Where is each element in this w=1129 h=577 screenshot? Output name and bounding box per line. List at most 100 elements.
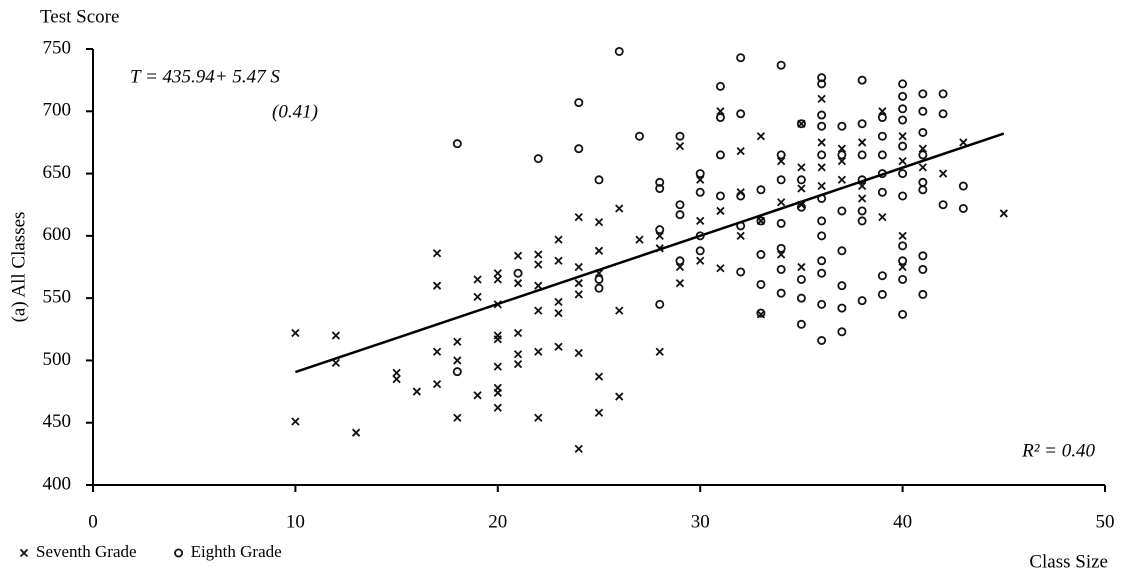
legend-marker bbox=[174, 548, 184, 558]
x-tick-label: 50 bbox=[1096, 511, 1115, 532]
data-point bbox=[291, 328, 300, 338]
data-point bbox=[837, 150, 847, 160]
data-point bbox=[797, 262, 806, 272]
data-point bbox=[513, 251, 523, 260]
data-point bbox=[675, 256, 685, 266]
data-point bbox=[432, 249, 442, 258]
data-point bbox=[634, 131, 644, 141]
data-point bbox=[574, 213, 583, 222]
data-point bbox=[392, 368, 401, 378]
data-point bbox=[736, 147, 745, 156]
data-point bbox=[756, 250, 766, 260]
data-point bbox=[878, 213, 887, 222]
data-point bbox=[554, 342, 563, 351]
data-point bbox=[432, 347, 442, 356]
data-point bbox=[533, 154, 543, 164]
data-point bbox=[675, 131, 685, 141]
data-point bbox=[796, 202, 806, 212]
data-point bbox=[817, 79, 827, 89]
data-point bbox=[452, 367, 462, 377]
data-point bbox=[715, 191, 725, 201]
data-point bbox=[655, 177, 665, 187]
data-point bbox=[655, 225, 665, 235]
data-point bbox=[817, 181, 826, 191]
data-point bbox=[898, 231, 907, 240]
data-point bbox=[817, 138, 826, 147]
data-point bbox=[756, 216, 766, 226]
data-point bbox=[594, 218, 604, 227]
data-point bbox=[655, 184, 665, 194]
data-point bbox=[777, 250, 786, 259]
data-point bbox=[574, 262, 583, 272]
data-point bbox=[493, 275, 502, 284]
data-point bbox=[513, 328, 523, 338]
data-point bbox=[777, 198, 786, 207]
data-point bbox=[898, 141, 908, 151]
data-point bbox=[877, 289, 887, 299]
y-tick-label: 700 bbox=[43, 100, 72, 121]
y-tick-label: 450 bbox=[43, 411, 72, 432]
data-point bbox=[797, 163, 806, 172]
data-point bbox=[999, 209, 1008, 218]
data-point bbox=[817, 150, 827, 160]
data-point bbox=[958, 203, 968, 213]
data-point bbox=[756, 308, 766, 318]
data-point bbox=[493, 269, 502, 278]
data-point bbox=[513, 279, 523, 288]
data-point bbox=[473, 275, 482, 284]
data-point bbox=[493, 388, 502, 397]
data-point bbox=[857, 119, 867, 129]
y-tick-label: 500 bbox=[43, 349, 72, 370]
data-point bbox=[898, 79, 908, 89]
y-tick-label: 400 bbox=[43, 473, 72, 494]
data-point bbox=[857, 181, 867, 191]
data-point bbox=[776, 60, 786, 70]
data-point bbox=[534, 250, 543, 259]
data-point bbox=[574, 279, 583, 288]
data-point bbox=[452, 139, 462, 149]
data-point bbox=[655, 347, 664, 356]
data-point bbox=[938, 89, 948, 99]
data-point bbox=[837, 156, 847, 166]
x-tick-label: 20 bbox=[488, 511, 507, 532]
data-point bbox=[534, 260, 543, 269]
x-tick-label: 30 bbox=[691, 511, 710, 532]
data-point bbox=[736, 267, 746, 277]
data-point bbox=[898, 262, 907, 272]
data-point bbox=[918, 251, 928, 261]
data-point bbox=[696, 216, 705, 226]
data-point bbox=[493, 362, 502, 371]
data-point bbox=[796, 274, 806, 284]
data-point bbox=[675, 142, 685, 151]
data-point bbox=[574, 348, 583, 358]
data-point bbox=[796, 293, 806, 303]
data-point bbox=[898, 115, 908, 125]
data-point bbox=[534, 347, 543, 356]
data-point bbox=[574, 144, 584, 154]
data-point bbox=[938, 109, 948, 119]
data-point bbox=[817, 121, 827, 131]
data-point bbox=[594, 246, 604, 255]
data-point bbox=[877, 131, 887, 141]
data-point bbox=[898, 132, 907, 141]
data-point bbox=[918, 177, 928, 187]
data-point bbox=[291, 417, 300, 426]
data-point bbox=[777, 156, 786, 166]
data-point bbox=[776, 150, 786, 160]
r-squared: R² = 0.40 bbox=[1021, 440, 1095, 461]
data-point bbox=[918, 127, 928, 137]
data-point bbox=[453, 413, 462, 422]
data-point bbox=[837, 175, 847, 184]
data-point bbox=[554, 297, 563, 307]
data-point bbox=[574, 444, 583, 454]
data-point bbox=[918, 106, 928, 116]
data-point bbox=[736, 231, 745, 240]
y-title: Test Score bbox=[40, 6, 119, 27]
data-point bbox=[837, 327, 847, 337]
data-point bbox=[918, 163, 927, 172]
data-point bbox=[918, 264, 928, 274]
data-point bbox=[615, 392, 624, 401]
data-point bbox=[817, 73, 827, 83]
x-tick-label: 40 bbox=[893, 511, 912, 532]
data-point bbox=[776, 175, 786, 185]
